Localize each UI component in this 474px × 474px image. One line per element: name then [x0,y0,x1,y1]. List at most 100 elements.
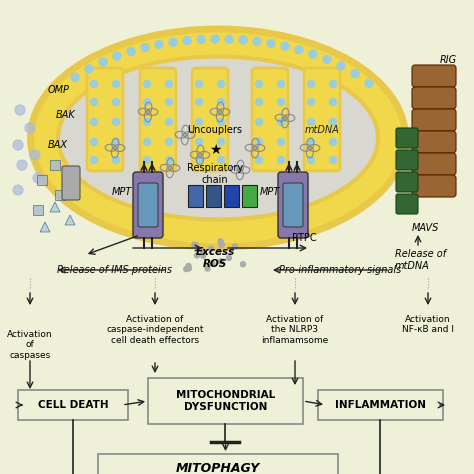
Polygon shape [40,222,50,232]
Text: INFLAMMATION: INFLAMMATION [335,400,426,410]
Circle shape [308,81,315,88]
FancyBboxPatch shape [87,68,123,171]
FancyBboxPatch shape [242,185,257,207]
Text: Activation of
the NLRP3
inflamamsome: Activation of the NLRP3 inflamamsome [261,315,328,345]
Circle shape [91,156,98,164]
Circle shape [277,81,284,88]
Circle shape [15,105,25,115]
Circle shape [195,81,202,88]
FancyBboxPatch shape [412,175,456,197]
Circle shape [192,242,197,247]
FancyBboxPatch shape [396,194,418,214]
Circle shape [219,242,224,246]
Circle shape [337,62,345,70]
Text: Release of
mtDNA: Release of mtDNA [395,249,446,271]
Circle shape [277,156,284,164]
Circle shape [112,156,119,164]
FancyBboxPatch shape [283,183,303,227]
Circle shape [308,118,315,126]
Circle shape [195,156,202,164]
Circle shape [232,244,237,249]
Text: Activation of
caspase-independent
cell death effectors: Activation of caspase-independent cell d… [106,315,204,345]
FancyBboxPatch shape [278,172,308,238]
FancyBboxPatch shape [188,185,203,207]
Circle shape [144,156,151,164]
Text: BAX: BAX [48,140,68,150]
FancyBboxPatch shape [252,68,288,171]
Circle shape [329,118,337,126]
FancyBboxPatch shape [396,128,418,148]
Text: PTPC: PTPC [292,233,316,243]
FancyBboxPatch shape [396,172,418,192]
Circle shape [239,36,247,44]
Circle shape [144,81,151,88]
Circle shape [165,138,173,146]
Circle shape [33,173,43,183]
Circle shape [17,160,27,170]
Circle shape [218,156,225,164]
Circle shape [193,243,199,248]
Circle shape [155,41,163,48]
Circle shape [127,47,135,55]
Circle shape [195,99,202,106]
Circle shape [227,255,231,260]
Circle shape [329,156,337,164]
Circle shape [329,81,337,88]
Circle shape [277,138,284,146]
Circle shape [186,266,191,271]
FancyBboxPatch shape [98,454,338,474]
Text: MITOCHONDRIAL
DYSFUNCTION: MITOCHONDRIAL DYSFUNCTION [176,390,275,412]
Circle shape [165,118,173,126]
Circle shape [91,138,98,146]
FancyBboxPatch shape [206,185,221,207]
Text: Release of IMS proteins: Release of IMS proteins [57,265,173,275]
Circle shape [253,37,261,46]
FancyBboxPatch shape [412,87,456,109]
Circle shape [25,123,35,133]
Circle shape [85,65,93,73]
Text: mtDNA: mtDNA [305,125,340,135]
Circle shape [112,99,119,106]
Circle shape [308,156,315,164]
Circle shape [112,118,119,126]
Circle shape [309,50,317,58]
Polygon shape [50,202,60,212]
Ellipse shape [58,56,378,219]
Circle shape [255,118,263,126]
Text: CELL DEATH: CELL DEATH [38,400,109,410]
Circle shape [201,253,206,258]
FancyBboxPatch shape [412,153,456,175]
FancyBboxPatch shape [318,390,443,420]
Circle shape [195,138,202,146]
FancyBboxPatch shape [396,150,418,170]
Circle shape [13,140,23,150]
Circle shape [218,99,225,106]
Circle shape [329,99,337,106]
Circle shape [144,99,151,106]
FancyBboxPatch shape [50,160,60,170]
Circle shape [186,264,191,268]
Circle shape [365,79,373,87]
FancyBboxPatch shape [412,65,456,87]
Circle shape [184,266,189,272]
Ellipse shape [30,29,405,247]
Circle shape [308,138,315,146]
Circle shape [165,99,173,106]
Circle shape [255,81,263,88]
Text: RIG: RIG [440,55,457,65]
FancyBboxPatch shape [304,68,340,171]
FancyBboxPatch shape [192,68,228,171]
Circle shape [99,58,107,66]
Circle shape [91,81,98,88]
Circle shape [218,81,225,88]
Circle shape [281,42,289,50]
Circle shape [277,99,284,106]
Circle shape [205,266,210,271]
FancyBboxPatch shape [140,68,176,171]
Circle shape [225,35,233,43]
Circle shape [218,118,225,126]
Circle shape [210,261,215,266]
Text: Uncouplers: Uncouplers [188,125,243,135]
Circle shape [209,246,213,251]
Circle shape [351,70,359,78]
